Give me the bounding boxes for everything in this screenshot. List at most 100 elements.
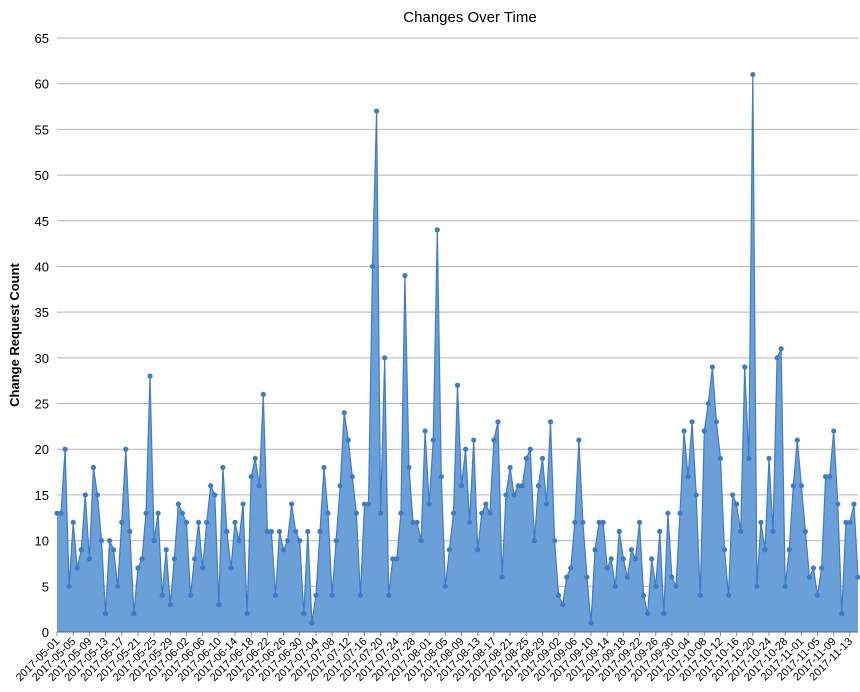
point xyxy=(729,492,736,498)
point xyxy=(847,519,853,525)
point xyxy=(653,583,659,589)
point xyxy=(127,528,133,535)
point xyxy=(337,483,343,489)
point xyxy=(831,428,837,434)
y-tick-label: 25 xyxy=(35,397,49,412)
point xyxy=(236,538,242,544)
point xyxy=(535,483,542,489)
point xyxy=(111,547,117,553)
point xyxy=(750,71,756,78)
point xyxy=(74,565,80,571)
point xyxy=(774,355,780,361)
y-tick-label: 65 xyxy=(35,31,49,46)
point xyxy=(406,464,412,471)
point xyxy=(693,492,699,498)
point xyxy=(357,592,364,599)
point xyxy=(705,400,711,407)
point xyxy=(139,556,145,562)
point xyxy=(576,437,582,443)
point xyxy=(349,474,355,480)
point xyxy=(325,510,331,516)
point xyxy=(624,574,631,580)
point xyxy=(256,483,262,489)
point xyxy=(507,464,513,471)
point xyxy=(519,483,525,489)
point xyxy=(640,592,647,599)
y-tick-label: 40 xyxy=(35,259,49,274)
point xyxy=(734,501,740,507)
point xyxy=(248,474,254,480)
point xyxy=(341,410,347,416)
point xyxy=(378,510,384,516)
point xyxy=(851,501,857,507)
point xyxy=(669,574,675,580)
point xyxy=(806,574,813,580)
point xyxy=(191,556,198,562)
y-tick-label: 30 xyxy=(35,351,49,366)
point xyxy=(547,419,554,425)
point xyxy=(398,510,404,516)
point xyxy=(442,583,448,589)
point xyxy=(179,510,186,516)
point xyxy=(272,592,279,599)
point xyxy=(523,455,529,461)
point xyxy=(835,501,841,507)
point xyxy=(454,382,461,388)
point xyxy=(353,510,359,516)
point xyxy=(131,611,137,617)
point xyxy=(713,419,720,425)
point xyxy=(770,528,776,535)
point xyxy=(564,574,570,580)
point xyxy=(106,538,113,544)
point xyxy=(394,556,400,562)
point xyxy=(58,510,64,516)
y-axis-label: Change Request Count xyxy=(7,262,22,406)
point xyxy=(167,601,173,608)
point xyxy=(810,565,817,571)
point xyxy=(632,556,639,562)
point xyxy=(511,492,517,498)
point xyxy=(766,455,772,461)
point xyxy=(187,592,194,599)
point xyxy=(628,547,635,553)
point xyxy=(746,455,752,461)
point xyxy=(159,592,165,599)
point xyxy=(289,501,295,507)
point xyxy=(123,446,129,452)
point xyxy=(843,519,849,525)
point xyxy=(305,528,311,535)
point xyxy=(794,437,800,443)
point xyxy=(212,492,218,498)
point xyxy=(280,547,287,553)
point xyxy=(373,108,380,114)
point xyxy=(527,446,533,452)
point xyxy=(709,364,715,370)
point xyxy=(592,547,598,553)
point xyxy=(721,547,728,553)
point xyxy=(434,227,440,233)
point xyxy=(297,538,303,544)
area xyxy=(57,74,858,633)
point xyxy=(321,464,327,471)
point xyxy=(143,510,149,516)
point xyxy=(742,364,748,370)
point xyxy=(665,510,671,516)
point xyxy=(531,538,537,544)
point xyxy=(689,419,695,425)
point xyxy=(446,547,453,553)
point xyxy=(458,483,465,489)
point xyxy=(600,519,606,525)
point xyxy=(551,538,558,544)
point xyxy=(228,565,234,571)
point xyxy=(151,538,157,544)
point xyxy=(309,620,315,626)
point xyxy=(503,492,509,498)
y-tick-label: 15 xyxy=(35,488,49,503)
point xyxy=(758,519,764,525)
y-tick-label: 55 xyxy=(35,122,49,137)
point xyxy=(333,538,339,544)
point xyxy=(208,483,214,489)
point xyxy=(204,519,210,525)
point xyxy=(596,519,602,525)
point xyxy=(620,556,626,562)
